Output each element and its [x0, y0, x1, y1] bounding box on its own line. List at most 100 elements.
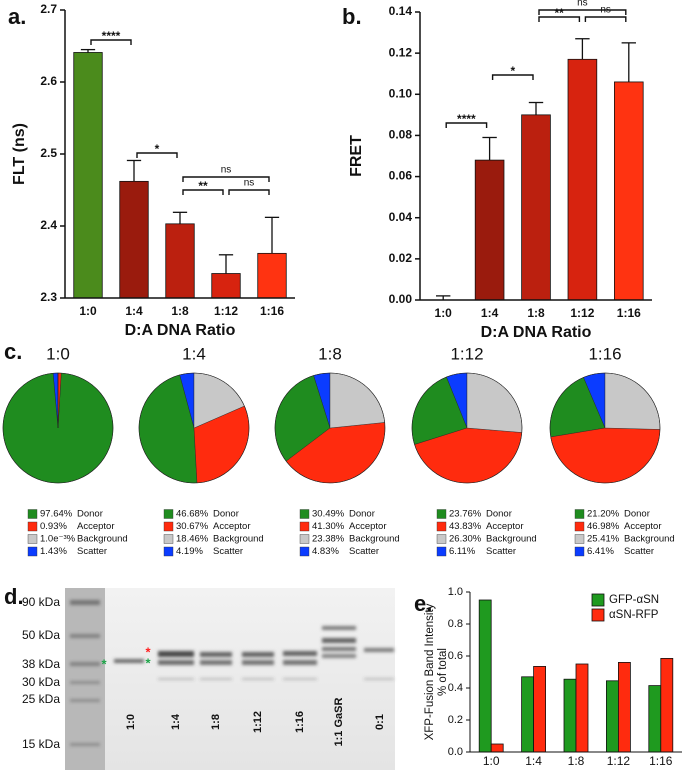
bar [521, 676, 534, 753]
legend-swatch [436, 509, 447, 519]
significance-label: * [510, 64, 515, 78]
significance-label: * [155, 142, 160, 156]
significance-bracket [584, 16, 627, 22]
legend-category: Scatter [349, 546, 379, 557]
x-tick-label: 1:16 [649, 754, 673, 768]
x-tick-label: 1:16 [260, 304, 284, 318]
bar [474, 159, 505, 301]
x-axis-label: D:A DNA Ratio [125, 322, 236, 339]
lane-label: 1:12 [252, 711, 264, 733]
legend-category: Background [349, 534, 400, 545]
x-tick-label: 1:4 [481, 306, 499, 320]
legend-category: Scatter [77, 546, 107, 557]
legend-label: αSN-RFP [609, 609, 659, 621]
y-tick-label: 0.04 [389, 210, 413, 224]
panel-label: c. [4, 339, 22, 364]
band-marker: * [145, 644, 151, 659]
lane-label: 1:8 [210, 714, 222, 730]
significance-label: ** [555, 6, 565, 20]
bar [567, 58, 598, 301]
bar [165, 223, 195, 299]
marker-label: 30 kDa [22, 675, 60, 689]
y-tick-label: 0.4 [448, 682, 463, 694]
y-tick-label: 0.8 [448, 618, 463, 630]
legend-value: 0.93% [40, 521, 67, 532]
legend-label: GFP-αSN [609, 594, 659, 606]
bar [575, 663, 589, 753]
panel-label: e. [414, 591, 432, 616]
pie-slice [604, 372, 661, 430]
significance-bracket [182, 189, 224, 195]
x-tick-label: 1:0 [435, 306, 453, 320]
lane-label: 1:0 [125, 714, 137, 730]
legend-value: 46.98% [587, 521, 620, 532]
legend-swatch [299, 534, 310, 544]
legend-value: 6.41% [587, 546, 614, 557]
legend-category: Scatter [213, 546, 243, 557]
significance-bracket [538, 9, 627, 15]
y-tick-label: 0.06 [389, 169, 413, 183]
legend-swatch [574, 521, 585, 532]
y-tick-label: 0.02 [389, 251, 413, 265]
bar [563, 678, 577, 753]
significance-label: ns [221, 165, 232, 176]
significance-bracket [136, 152, 178, 158]
x-tick-label: 1:0 [79, 304, 97, 318]
y-tick-label: 0.12 [389, 45, 413, 59]
legend-category: Background [213, 534, 264, 545]
pie-slice [466, 372, 523, 433]
panel-label: b. [342, 4, 362, 29]
legend-value: 4.83% [312, 546, 339, 557]
legend-value: 23.38% [312, 534, 345, 545]
x-tick-label: 1:12 [214, 304, 238, 318]
significance-label: **** [457, 112, 476, 126]
significance-bracket [228, 189, 270, 195]
y-tick-label: 0.6 [448, 650, 463, 662]
legend-value: 46.68% [176, 509, 209, 520]
band-marker: * [145, 655, 151, 670]
significance-bracket [182, 176, 270, 182]
legend-category: Donor [624, 509, 650, 520]
y-tick-label: 0.0 [448, 746, 463, 758]
legend-swatch [436, 534, 447, 544]
x-tick-label: 1:8 [527, 306, 545, 320]
bar [521, 114, 551, 301]
y-tick-label: 0.2 [448, 714, 463, 726]
y-tick-label: 2.3 [40, 290, 57, 304]
legend-swatch [574, 509, 585, 519]
legend-swatch [591, 593, 605, 607]
marker-label: 38 kDa [22, 657, 60, 671]
legend-category: Acceptor [77, 521, 115, 532]
legend-category: Donor [213, 509, 239, 520]
y-tick-label: 0.14 [389, 4, 413, 18]
legend-swatch [27, 534, 38, 544]
legend-category: Acceptor [624, 521, 662, 532]
lane-label: 1:1 GaSR [333, 697, 345, 746]
legend-value: 21.20% [587, 509, 620, 520]
panel-label: d. [4, 584, 24, 609]
legend-value: 30.67% [176, 521, 209, 532]
pie-outline [138, 372, 250, 484]
lane-label: 0:1 [374, 714, 386, 730]
legend-value: 25.41% [587, 534, 620, 545]
band-marker: * [101, 656, 107, 671]
legend-category: Background [77, 534, 128, 545]
marker-label: 25 kDa [22, 692, 60, 706]
legend-swatch [299, 509, 310, 519]
error-bar [575, 38, 590, 60]
legend-swatch [574, 546, 585, 557]
legend-category: Acceptor [486, 521, 524, 532]
bar [211, 273, 241, 299]
significance-bracket [90, 39, 132, 45]
significance-bracket [491, 74, 534, 80]
legend-value: 6.11% [449, 546, 476, 557]
error-bar [126, 159, 142, 182]
legend-swatch [436, 521, 447, 532]
pie-title: 1:4 [182, 344, 206, 363]
significance-bracket [445, 122, 488, 128]
y-tick-label: 2.5 [40, 146, 57, 160]
pie-title: 1:8 [318, 344, 342, 363]
y-tick-label: 0.00 [389, 292, 413, 306]
significance-label: **** [102, 29, 121, 43]
significance-label: ** [198, 179, 208, 193]
